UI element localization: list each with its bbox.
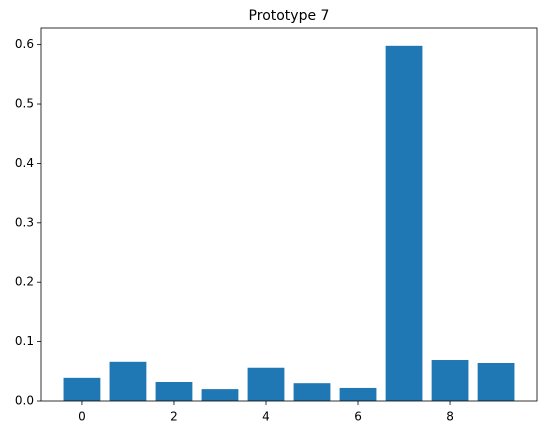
chart-title: Prototype 7 xyxy=(249,8,330,24)
bar xyxy=(155,381,193,401)
bar xyxy=(247,367,285,401)
axes-frame xyxy=(40,27,538,402)
y-tick-label: 0.1 xyxy=(15,334,34,348)
x-tick-label: 0 xyxy=(78,410,86,424)
y-tick-label: 0.6 xyxy=(15,37,34,51)
bar xyxy=(109,361,147,401)
y-tick-label: 0.0 xyxy=(15,394,34,408)
bar xyxy=(477,362,515,401)
bar xyxy=(385,45,423,401)
x-tick-label: 4 xyxy=(262,410,270,424)
y-tick-label: 0.3 xyxy=(15,215,34,229)
x-tick-label: 6 xyxy=(354,410,362,424)
bar xyxy=(63,377,101,401)
bar xyxy=(339,387,377,401)
x-tick-label: 8 xyxy=(446,410,454,424)
bar xyxy=(293,383,331,401)
y-tick-label: 0.4 xyxy=(15,156,34,170)
bar xyxy=(431,360,469,401)
y-tick-label: 0.2 xyxy=(15,275,34,289)
y-tick-label: 0.5 xyxy=(15,97,34,111)
bar xyxy=(201,389,239,401)
x-tick-label: 2 xyxy=(170,410,178,424)
